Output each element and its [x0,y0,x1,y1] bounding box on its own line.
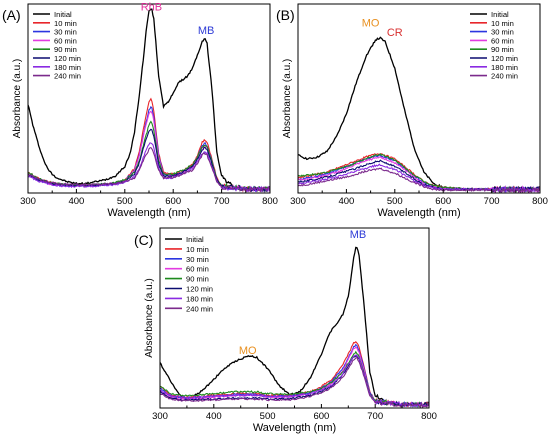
panel-label: (B) [276,7,295,23]
legend-entry: 60 min [491,36,514,45]
legend-entry: 180 min [491,63,518,72]
series-line-180-min [28,142,270,193]
x-tick-label: 400 [338,196,354,207]
panel-a: (A) 300 400 500 600 700 800 Wavelength (nm) Abso… [2,2,278,219]
legend-entry: 30 min [54,28,77,37]
series-line-180-min [298,163,540,193]
legend-entry: 10 min [491,19,514,28]
legend-entry: 10 min [186,245,209,254]
x-tick-label: 500 [387,196,403,207]
x-tick-label: 600 [165,196,181,207]
x-tick-label: 700 [484,196,500,207]
legend-entry: Initial [186,235,204,244]
legend-entry: 240 min [186,304,213,313]
legend-entry: 60 min [186,265,209,274]
x-tick-label: 400 [206,411,222,422]
annotation-label: MB [198,25,215,37]
y-axis-label: Absorbance (a.u.) [144,278,155,358]
x-tick-label: 300 [152,411,168,422]
series-line-60-min [298,156,540,193]
x-tick-label: 600 [313,411,329,422]
x-axis-label: Wavelength (nm) [107,207,190,219]
x-tick-label: 400 [68,196,84,207]
legend-entry: Initial [491,10,509,19]
annotation-label: MO [362,18,380,30]
panel-label: (C) [134,232,153,248]
x-tick-label: 800 [262,196,278,207]
series-group [298,36,540,193]
legend-entry: 60 min [54,36,77,45]
legend-entry: 180 min [186,294,213,303]
annotation-label: RhB [141,2,162,14]
legend-entry: 120 min [54,54,81,63]
legend-entry: 120 min [186,285,213,294]
panel-label: (A) [2,7,21,23]
x-tick-label: 300 [290,196,306,207]
legend-entry: 180 min [54,63,81,72]
series-line-240-min [28,146,270,193]
panel-b: (B) 300 400 500 600 700 800 Wavelength (nm) Abso… [276,3,548,219]
x-tick-label: 700 [367,411,383,422]
legend-entry: Initial [54,10,72,19]
annotation-label: MO [239,345,257,357]
series-group [28,8,270,193]
x-tick-label: 500 [260,411,276,422]
legend-entry: 90 min [186,275,209,284]
x-axis-label: Wavelength (nm) [253,422,336,434]
legend-entry: 120 min [491,54,518,63]
series-line-120-min [28,128,270,193]
annotation-label: MB [350,229,367,241]
x-tick-label: 500 [117,196,133,207]
series-line-60-min [28,110,270,193]
panel-c: (C) 300 400 500 600 700 800 Wavelength (nm) Abso… [134,227,437,434]
legend-entry: 240 min [491,72,518,81]
series-line-Initial [28,8,270,193]
legend-entry: 240 min [54,72,81,81]
legend-entry: 10 min [54,19,77,28]
series-line-120-min [298,159,540,193]
x-tick-label: 600 [435,196,451,207]
x-tick-label: 800 [421,411,437,422]
series-group [160,246,429,408]
x-tick-label: 800 [532,196,548,207]
legend-entry: 90 min [54,45,77,54]
series-line-180-min [160,354,429,408]
legend-entry: 30 min [186,255,209,264]
series-line-90-min [160,350,429,408]
legend-entry: 30 min [491,28,514,37]
series-line-240-min [160,356,429,408]
x-tick-label: 300 [20,196,36,207]
annotation-label: CR [387,27,403,39]
series-line-240-min [298,167,540,193]
x-tick-label: 700 [214,196,230,207]
y-axis-label: Absorbance (a.u.) [282,59,293,139]
legend-entry: 90 min [491,45,514,54]
x-axis-label: Wavelength (nm) [377,207,460,219]
y-axis-label: Absorbance (a.u.) [12,59,23,139]
